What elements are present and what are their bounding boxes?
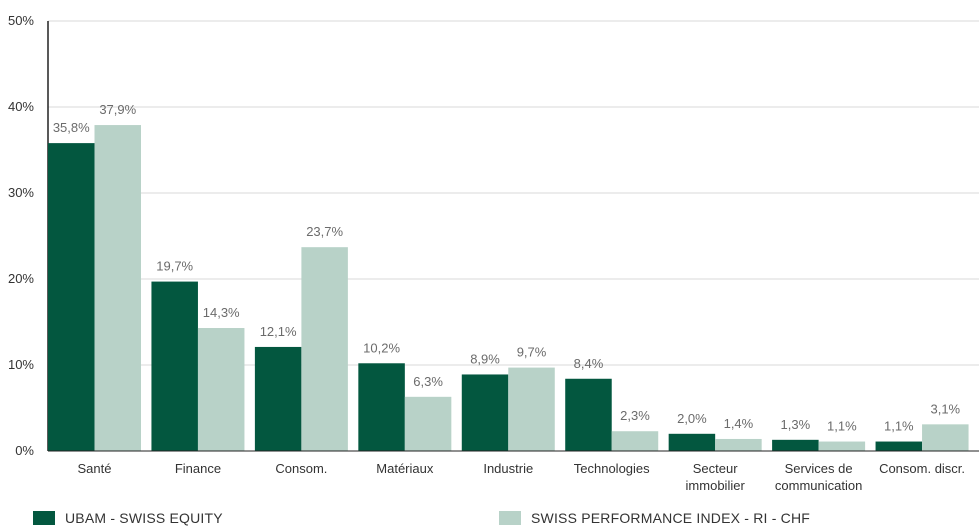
data-label: 6,3%	[413, 374, 443, 389]
legend-swatch-series-2	[499, 511, 521, 525]
data-label: 3,1%	[930, 401, 960, 416]
x-category-label: Technologies	[574, 461, 650, 476]
y-tick-label: 50%	[8, 13, 34, 28]
data-label: 1,3%	[781, 417, 811, 432]
bar	[668, 433, 716, 451]
x-category-label: Santé	[78, 461, 112, 476]
data-label: 1,1%	[884, 419, 914, 434]
y-tick-label: 40%	[8, 99, 34, 114]
data-label: 1,4%	[724, 416, 754, 431]
data-label: 37,9%	[99, 102, 136, 117]
bar	[611, 431, 659, 451]
x-category-label: communication	[775, 478, 862, 493]
legend-item-series-2: SWISS PERFORMANCE INDEX - RI - CHF	[499, 510, 810, 526]
data-label: 19,7%	[156, 259, 193, 274]
x-category-label: Finance	[175, 461, 221, 476]
x-category-label: Consom.	[275, 461, 327, 476]
bar	[875, 441, 923, 451]
bar	[461, 374, 509, 451]
data-label: 14,3%	[203, 305, 240, 320]
bar	[772, 439, 819, 451]
x-category-label: Industrie	[483, 461, 533, 476]
legend-item-series-1: UBAM - SWISS EQUITY	[33, 510, 223, 526]
x-category-label: Consom. discr.	[879, 461, 965, 476]
bar	[818, 441, 866, 451]
x-category-label: immobilier	[686, 478, 746, 493]
data-label: 23,7%	[306, 224, 343, 239]
bar	[358, 363, 405, 451]
bar-chart: 0% 10% 20% 30% 40% 50% 35,8% 19,7% 12,1% 10,2% 8,9…	[8, 13, 979, 493]
bar	[922, 424, 969, 451]
y-tick-label: 30%	[8, 185, 34, 200]
data-label: 10,2%	[363, 340, 400, 355]
y-tick-label: 0%	[15, 443, 34, 458]
bar	[94, 125, 141, 451]
data-label: 8,9%	[470, 351, 500, 366]
bar	[151, 281, 198, 451]
legend-label-series-2: SWISS PERFORMANCE INDEX - RI - CHF	[531, 510, 811, 526]
bar	[715, 438, 762, 451]
data-label: 12,1%	[260, 324, 297, 339]
bar	[301, 247, 348, 451]
bar	[404, 396, 452, 451]
y-tick-label: 10%	[8, 357, 34, 372]
data-label: 2,3%	[620, 408, 650, 423]
x-category-label: Secteur	[693, 461, 738, 476]
legend-label-series-1: UBAM - SWISS EQUITY	[65, 510, 223, 526]
y-tick-label: 20%	[8, 271, 34, 286]
legend-swatch-series-1	[33, 511, 55, 525]
bar	[48, 143, 95, 451]
bar	[565, 378, 612, 451]
data-label: 35,8%	[53, 120, 90, 135]
bar	[508, 367, 555, 451]
bar	[197, 328, 245, 451]
x-category-label: Matériaux	[376, 461, 434, 476]
data-label: 8,4%	[574, 356, 604, 371]
x-category-label: Services de	[785, 461, 853, 476]
bar	[254, 346, 302, 451]
data-label: 1,1%	[827, 419, 857, 434]
data-label: 9,7%	[517, 345, 547, 360]
data-label: 2,0%	[677, 411, 707, 426]
